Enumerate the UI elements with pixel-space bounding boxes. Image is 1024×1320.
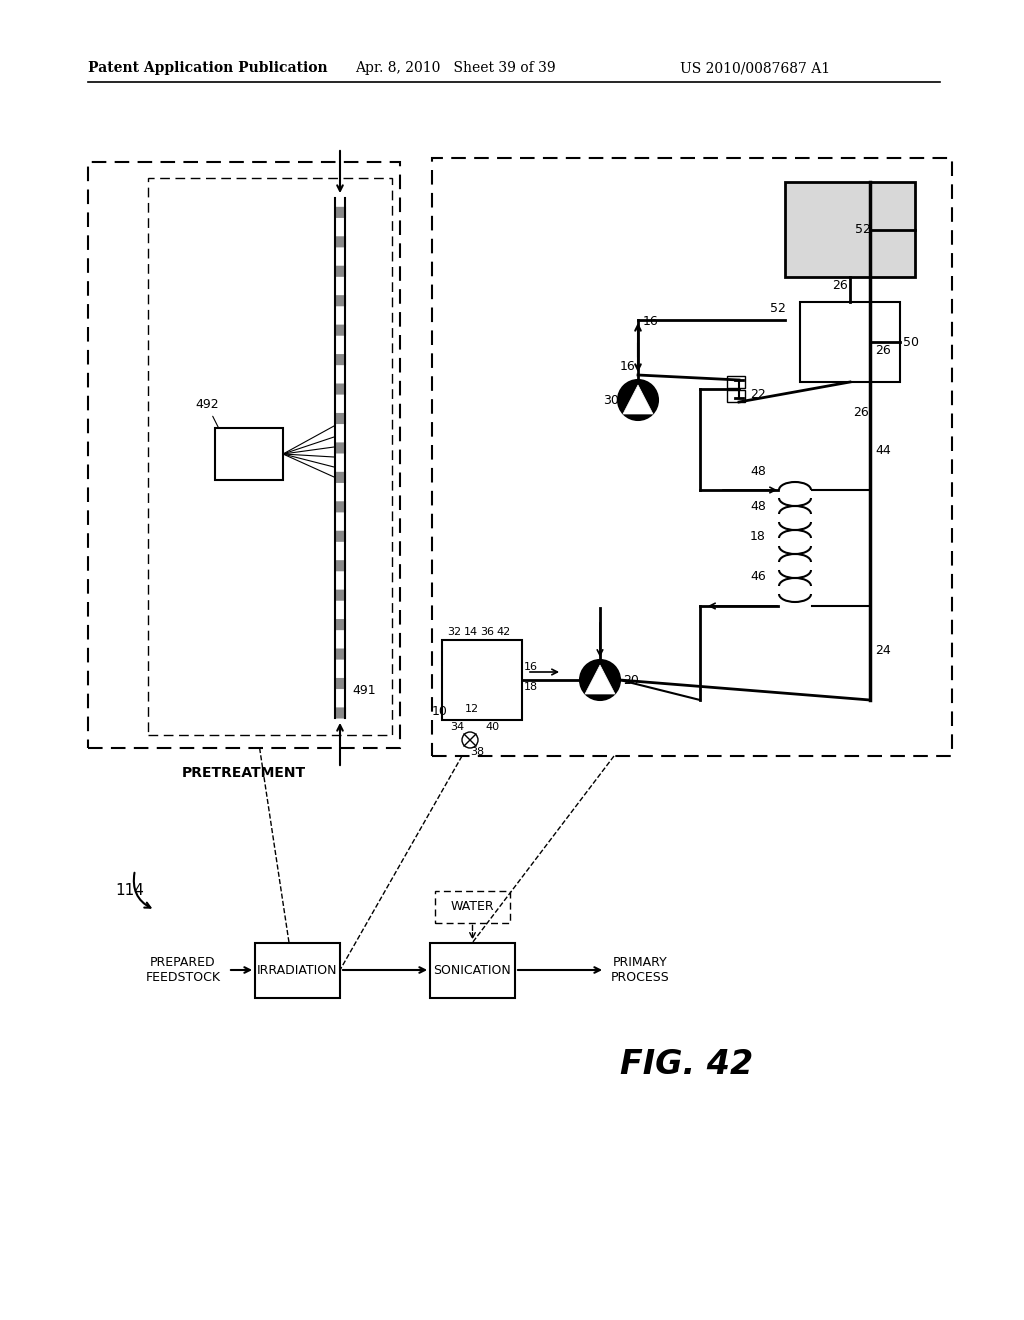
Text: 26: 26 (874, 343, 891, 356)
Text: 114: 114 (115, 883, 144, 898)
Text: PREPARED
FEEDSTOCK: PREPARED FEEDSTOCK (145, 956, 220, 983)
Text: FIG. 42: FIG. 42 (620, 1048, 754, 1081)
Text: 16: 16 (643, 315, 658, 327)
Text: 34: 34 (450, 722, 464, 733)
Text: 491: 491 (352, 684, 376, 697)
Text: 26: 26 (831, 279, 848, 292)
Text: 42: 42 (496, 627, 510, 638)
Text: 22: 22 (750, 388, 766, 400)
Text: PRETREATMENT: PRETREATMENT (182, 766, 306, 780)
Bar (727, 376, 745, 388)
Text: 24: 24 (874, 644, 891, 656)
Text: 16: 16 (620, 360, 636, 374)
Bar (430, 942, 515, 998)
Text: SONICATION: SONICATION (433, 964, 511, 977)
Bar (215, 428, 283, 480)
Text: 14: 14 (464, 627, 478, 638)
Text: 492: 492 (195, 399, 241, 473)
Text: 50: 50 (903, 335, 919, 348)
Bar (255, 942, 340, 998)
Circle shape (618, 380, 658, 420)
Text: WATER: WATER (451, 900, 495, 913)
Text: 10: 10 (432, 705, 447, 718)
Bar (435, 891, 510, 923)
Text: 32: 32 (447, 627, 461, 638)
Bar (432, 158, 952, 756)
Text: 26: 26 (853, 405, 868, 418)
Bar (727, 389, 745, 403)
Text: IRRADIATION: IRRADIATION (257, 964, 338, 977)
Text: 38: 38 (470, 747, 484, 756)
Text: 48: 48 (750, 500, 766, 513)
Circle shape (462, 733, 478, 748)
Polygon shape (585, 665, 615, 694)
Text: Patent Application Publication: Patent Application Publication (88, 61, 328, 75)
Text: 18: 18 (750, 531, 766, 543)
Bar (88, 162, 400, 748)
Text: 44: 44 (874, 444, 891, 457)
Text: 52: 52 (770, 302, 785, 315)
Text: US 2010/0087687 A1: US 2010/0087687 A1 (680, 61, 830, 75)
Bar (785, 182, 915, 277)
Text: 20: 20 (623, 673, 639, 686)
Circle shape (580, 660, 620, 700)
Bar (148, 178, 392, 735)
Text: 52: 52 (855, 223, 870, 236)
Text: 30: 30 (603, 393, 618, 407)
Text: 40: 40 (485, 722, 499, 733)
Bar (442, 640, 522, 719)
Text: 48: 48 (750, 465, 766, 478)
Text: PRIMARY
PROCESS: PRIMARY PROCESS (610, 956, 670, 983)
Text: 12: 12 (465, 704, 479, 714)
Bar (800, 302, 900, 381)
Text: 18: 18 (524, 682, 539, 692)
Text: 36: 36 (480, 627, 494, 638)
Text: 46: 46 (750, 570, 766, 583)
Polygon shape (623, 385, 653, 414)
Text: Apr. 8, 2010   Sheet 39 of 39: Apr. 8, 2010 Sheet 39 of 39 (355, 61, 556, 75)
Text: 16: 16 (524, 663, 538, 672)
